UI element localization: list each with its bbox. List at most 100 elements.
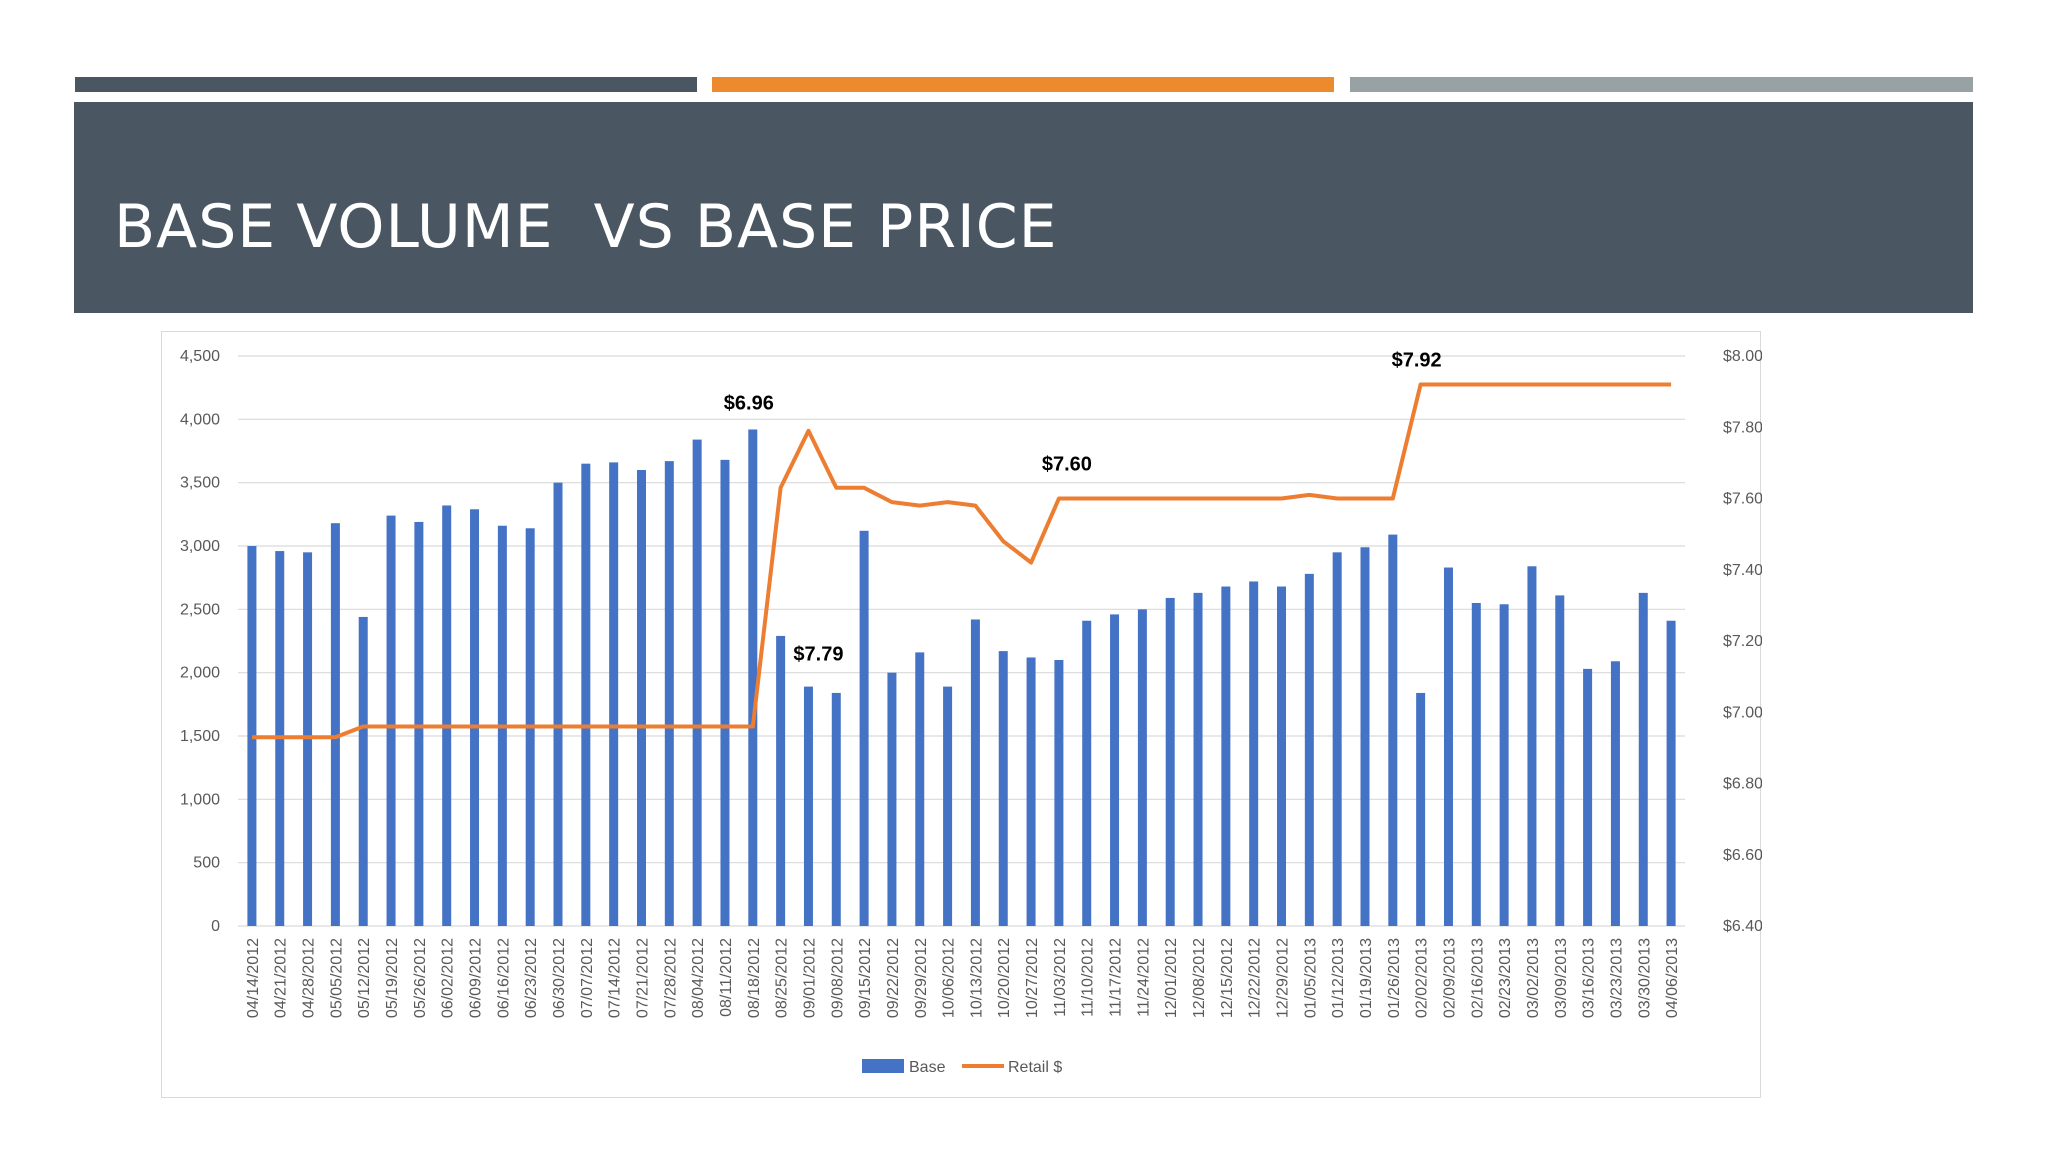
x-tick-label: 06/09/2012 [468, 938, 485, 1018]
bar-base [859, 530, 869, 926]
line-retail [251, 382, 1672, 740]
y-right-tick-label: $8.00 [1723, 348, 1762, 365]
y-right-tick-label: $6.60 [1723, 847, 1762, 864]
x-tick-label: 09/08/2012 [829, 938, 846, 1018]
bar-base [720, 459, 730, 926]
bar-base [1110, 614, 1120, 926]
bar-base [748, 429, 758, 926]
bar-base [1527, 566, 1537, 926]
bar-base [1026, 657, 1036, 926]
bar-base [1277, 586, 1287, 926]
x-tick-label: 08/25/2012 [774, 938, 791, 1018]
bar-base [442, 505, 452, 926]
bar-base [330, 523, 340, 926]
y-left-tick-label: 1,000 [180, 791, 220, 808]
bar-base [1137, 609, 1147, 926]
y-left-tick-label: 3,000 [180, 538, 220, 555]
x-tick-label: 07/28/2012 [662, 938, 679, 1018]
data-annotation: $6.96 [724, 392, 774, 414]
y-right-tick-label: $6.80 [1723, 776, 1762, 793]
x-tick-label: 08/18/2012 [746, 938, 763, 1018]
bar-base [915, 652, 925, 926]
bar-base [1221, 586, 1231, 926]
x-tick-label: 02/23/2013 [1497, 938, 1514, 1018]
bar-base [803, 686, 813, 926]
x-tick-label: 01/26/2013 [1386, 938, 1403, 1018]
x-tick-label: 12/22/2012 [1247, 938, 1264, 1018]
bar-base [386, 515, 396, 926]
x-tick-label: 05/05/2012 [328, 938, 345, 1018]
x-tick-label: 02/02/2013 [1414, 938, 1431, 1018]
x-tick-label: 12/15/2012 [1219, 938, 1236, 1018]
bar-base [1360, 547, 1370, 926]
x-tick-label: 03/02/2013 [1525, 938, 1542, 1018]
bar-base [887, 672, 897, 926]
x-tick-label: 03/16/2013 [1581, 938, 1598, 1018]
x-tick-label: 01/19/2013 [1358, 938, 1375, 1018]
data-annotation: $7.79 [793, 644, 843, 666]
accent-bar-orange [712, 77, 1334, 92]
bar-base [1638, 592, 1648, 926]
x-tick-label: 06/23/2012 [523, 938, 540, 1018]
bar-base [692, 439, 702, 926]
x-tick-label: 02/16/2013 [1469, 938, 1486, 1018]
x-tick-label: 08/04/2012 [690, 938, 707, 1018]
y-right-tick-label: $7.80 [1723, 419, 1762, 436]
x-tick-label: 01/12/2013 [1330, 938, 1347, 1018]
x-tick-label: 06/02/2012 [440, 938, 457, 1018]
bar-base [1082, 620, 1092, 926]
chart-container: 0 500 1,000 1,500 2,000 2,500 3,000 3,500 4,000 4… [161, 331, 1762, 1098]
x-tick-label: 05/12/2012 [356, 938, 373, 1018]
bar-base [776, 635, 786, 926]
x-tick-label: 06/16/2012 [495, 938, 512, 1018]
bar-base [1555, 595, 1565, 926]
x-tick-label: 04/28/2012 [301, 938, 318, 1018]
bar-base [1249, 581, 1259, 926]
x-tick-label: 12/08/2012 [1191, 938, 1208, 1018]
x-tick-label: 05/26/2012 [412, 938, 429, 1018]
y-left-tick-label: 2,000 [180, 665, 220, 682]
bar-base [1666, 620, 1676, 926]
bar-base [414, 521, 424, 926]
x-tick-label: 11/17/2012 [1108, 938, 1125, 1017]
x-tick-label: 12/01/2012 [1163, 938, 1180, 1018]
x-tick-label: 09/15/2012 [857, 938, 874, 1018]
y-left-tick-label: 2,500 [180, 601, 220, 618]
bar-base [1388, 534, 1398, 926]
x-tick-label: 10/27/2012 [1024, 938, 1041, 1018]
bar-base [998, 651, 1008, 926]
legend-swatch-base [862, 1059, 904, 1073]
bar-base [831, 692, 841, 926]
x-tick-label: 09/22/2012 [885, 938, 902, 1018]
x-tick-label: 09/01/2012 [801, 938, 818, 1018]
x-tick-label: 01/05/2013 [1302, 938, 1319, 1018]
slide-title: BASE VOLUME VS BASE PRICE [114, 192, 1058, 262]
bar-base [943, 686, 953, 926]
bar-base [1583, 668, 1593, 926]
x-tick-label: 11/10/2012 [1080, 938, 1097, 1017]
title-band: BASE VOLUME VS BASE PRICE [74, 102, 1973, 313]
y-left-tick-label: 1,500 [180, 728, 220, 745]
x-tick-label: 08/11/2012 [718, 938, 735, 1017]
x-tick-label: 10/20/2012 [996, 938, 1013, 1018]
bar-base [664, 461, 674, 926]
x-tick-label: 04/06/2013 [1664, 938, 1681, 1018]
x-tick-label: 02/09/2013 [1441, 938, 1458, 1018]
bar-base [1471, 603, 1481, 926]
x-tick-label: 12/29/2012 [1275, 938, 1292, 1018]
y-left-tick-label: 4,500 [180, 348, 220, 365]
y-left-tick-label: 4,000 [180, 411, 220, 428]
y-right-tick-label: $7.40 [1723, 562, 1762, 579]
bar-base [553, 482, 563, 926]
y-right-tick-label: $7.20 [1723, 633, 1762, 650]
x-tick-label: 10/13/2012 [968, 938, 985, 1018]
legend-label-retail: Retail $ [1008, 1059, 1062, 1076]
bar-base [636, 470, 646, 926]
bar-base [1193, 592, 1203, 926]
x-tick-label: 06/30/2012 [551, 938, 568, 1018]
x-tick-label: 10/06/2012 [941, 938, 958, 1018]
data-annotation: $7.60 [1042, 454, 1092, 476]
x-tick-label: 04/21/2012 [273, 938, 290, 1018]
x-tick-label: 03/30/2013 [1636, 938, 1653, 1018]
bar-base [470, 509, 480, 926]
